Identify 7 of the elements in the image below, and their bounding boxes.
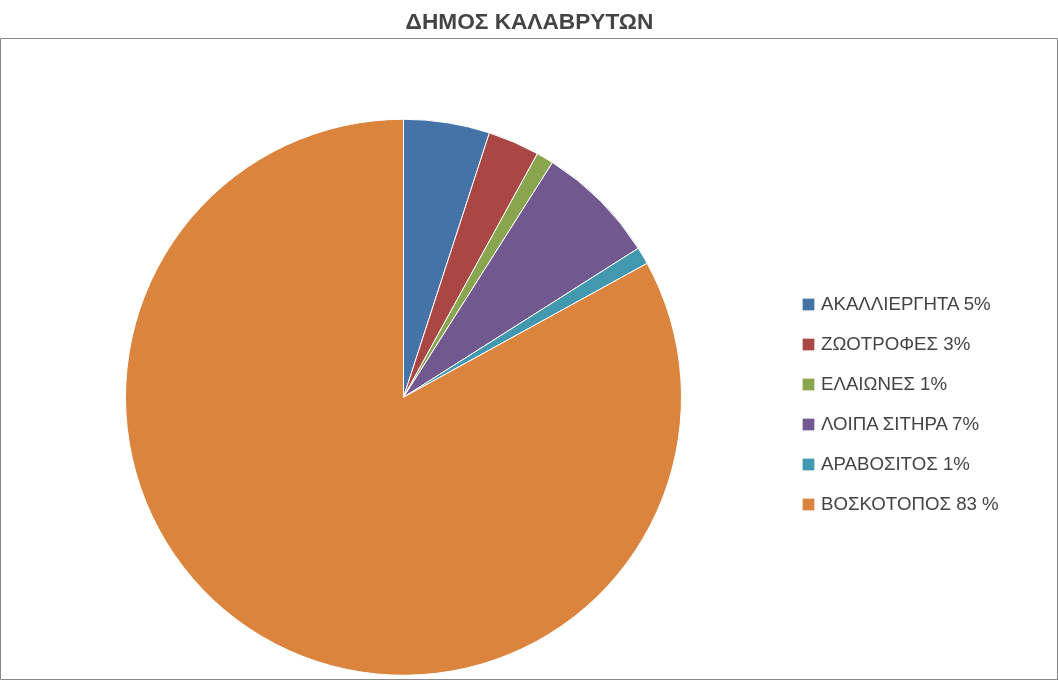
legend-label: ΑΡΑΒΟΣΙΤΟΣ 1% (821, 453, 970, 475)
legend-label: ΛΟΙΠΑ ΣΙΤΗΡΑ 7% (821, 413, 980, 435)
chart-title: ΔΗΜΟΣ ΚΑΛΑΒΡΥΤΩΝ (405, 7, 654, 34)
legend-label: ΖΩΟΤΡΟΦΕΣ 3% (821, 333, 971, 355)
legend-label: ΑΚΑΛΛΙΕΡΓΗΤΑ 5% (821, 293, 991, 315)
legend-label: ΒΟΣΚΟΤΟΠΟΣ 83 % (821, 493, 999, 515)
legend-label: ΕΛΑΙΩΝΕΣ 1% (821, 373, 948, 395)
